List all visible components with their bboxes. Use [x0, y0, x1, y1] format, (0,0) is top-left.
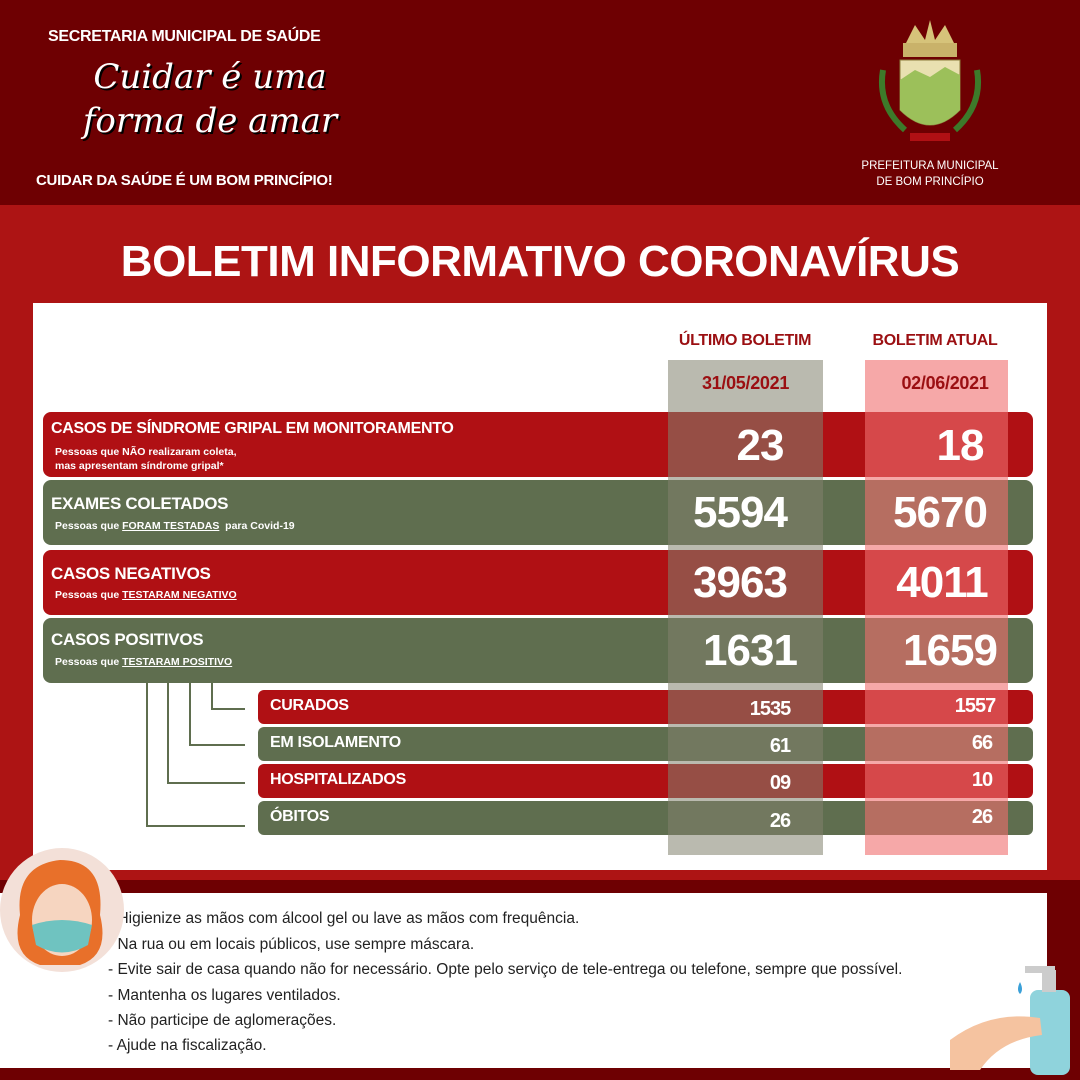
current-column-label: BOLETIM ATUAL	[872, 332, 998, 349]
previous-column-label: ÚLTIMO BOLETIM	[678, 332, 812, 349]
deaths-current: 26	[971, 806, 993, 828]
current-column	[865, 360, 1008, 855]
coat-of-arms-logo	[879, 20, 981, 141]
page-title: BOLETIM INFORMATIVO CORONAVÍRUS	[120, 237, 960, 286]
tagline: CUIDAR DA SAÚDE É UM BOM PRINCÍPIO!	[36, 172, 333, 189]
row-title: CASOS NEGATIVOS	[51, 564, 211, 583]
negative-previous: 3963	[693, 558, 788, 607]
connector-arrow	[211, 708, 245, 710]
connector-arrow	[167, 782, 245, 784]
tip-item: - Na rua ou em locais públicos, use semp…	[108, 936, 475, 953]
exams-current: 5670	[893, 488, 988, 537]
row-title: EXAMES COLETADOS	[51, 494, 229, 513]
department-name: SECRETARIA MUNICIPAL DE SAÚDE	[48, 28, 321, 45]
masked-woman-illustration	[0, 848, 124, 972]
city-name: PREFEITURA MUNICIPAL DE BOM PRINCÍPIO	[840, 158, 1020, 190]
exams-previous: 5594	[693, 488, 788, 537]
isolation-previous: 61	[769, 735, 791, 757]
slogan-line-1: Cuidar é uma	[93, 57, 327, 97]
subrow-title: HOSPITALIZADOS	[270, 771, 406, 788]
isolation-current: 66	[971, 732, 993, 754]
tips-box	[0, 893, 1047, 1068]
row-title: CASOS DE SÍNDROME GRIPAL EM MONITORAMENT…	[51, 420, 454, 437]
negative-current: 4011	[896, 558, 988, 607]
slogan: Cuidar é uma forma de amar	[50, 55, 370, 143]
cured-current: 1557	[954, 695, 997, 717]
tip-item: - Não participe de aglomerações.	[108, 1012, 337, 1029]
subrow-title: ÓBITOS	[270, 808, 330, 825]
subrow-title: EM ISOLAMENTO	[270, 734, 401, 751]
subrow-title: CURADOS	[270, 697, 349, 714]
connector-arrow	[189, 744, 245, 746]
positive-current: 1659	[903, 626, 998, 675]
syndrome-previous: 23	[736, 421, 785, 470]
connector-line	[211, 683, 213, 709]
current-date: 02/06/2021	[901, 373, 989, 393]
deaths-previous: 26	[769, 810, 791, 832]
hospitalized-previous: 09	[769, 772, 791, 794]
previous-date: 31/05/2021	[701, 373, 790, 393]
positive-previous: 1631	[703, 626, 798, 675]
tip-item: - Evite sair de casa quando não for nece…	[108, 961, 903, 978]
tip-item: - Mantenha os lugares ventilados.	[108, 987, 341, 1004]
tip-item: - Ajude na fiscalização.	[108, 1037, 267, 1054]
slogan-line-2: forma de amar	[82, 101, 338, 141]
connector-line	[189, 683, 191, 745]
header-band: SECRETARIA MUNICIPAL DE SAÚDE Cuidar é u…	[0, 0, 1080, 205]
row-desc: Pessoas que TESTARAM NEGATIVO	[55, 589, 237, 601]
row-desc: Pessoas que NÃO realizaram coleta, mas ap…	[55, 446, 237, 472]
hand-sanitizer-icon	[950, 966, 1070, 1075]
row-desc: Pessoas que TESTARAM POSITIVO	[55, 656, 233, 668]
cured-previous: 1535	[749, 698, 792, 720]
connector-arrow	[146, 825, 245, 827]
syndrome-current: 18	[936, 421, 985, 470]
connector-line	[167, 683, 169, 783]
city-line-1: PREFEITURA MUNICIPAL	[861, 160, 999, 172]
city-line-2: DE BOM PRINCÍPIO	[876, 176, 984, 188]
connector-line	[146, 683, 148, 826]
row-desc: Pessoas que FORAM TESTADAS para Covid-19	[55, 520, 295, 532]
tip-item: - Higienize as mãos com álcool gel ou la…	[108, 910, 580, 927]
previous-column	[668, 360, 823, 855]
row-title: CASOS POSITIVOS	[51, 630, 204, 649]
hospitalized-current: 10	[971, 769, 993, 791]
